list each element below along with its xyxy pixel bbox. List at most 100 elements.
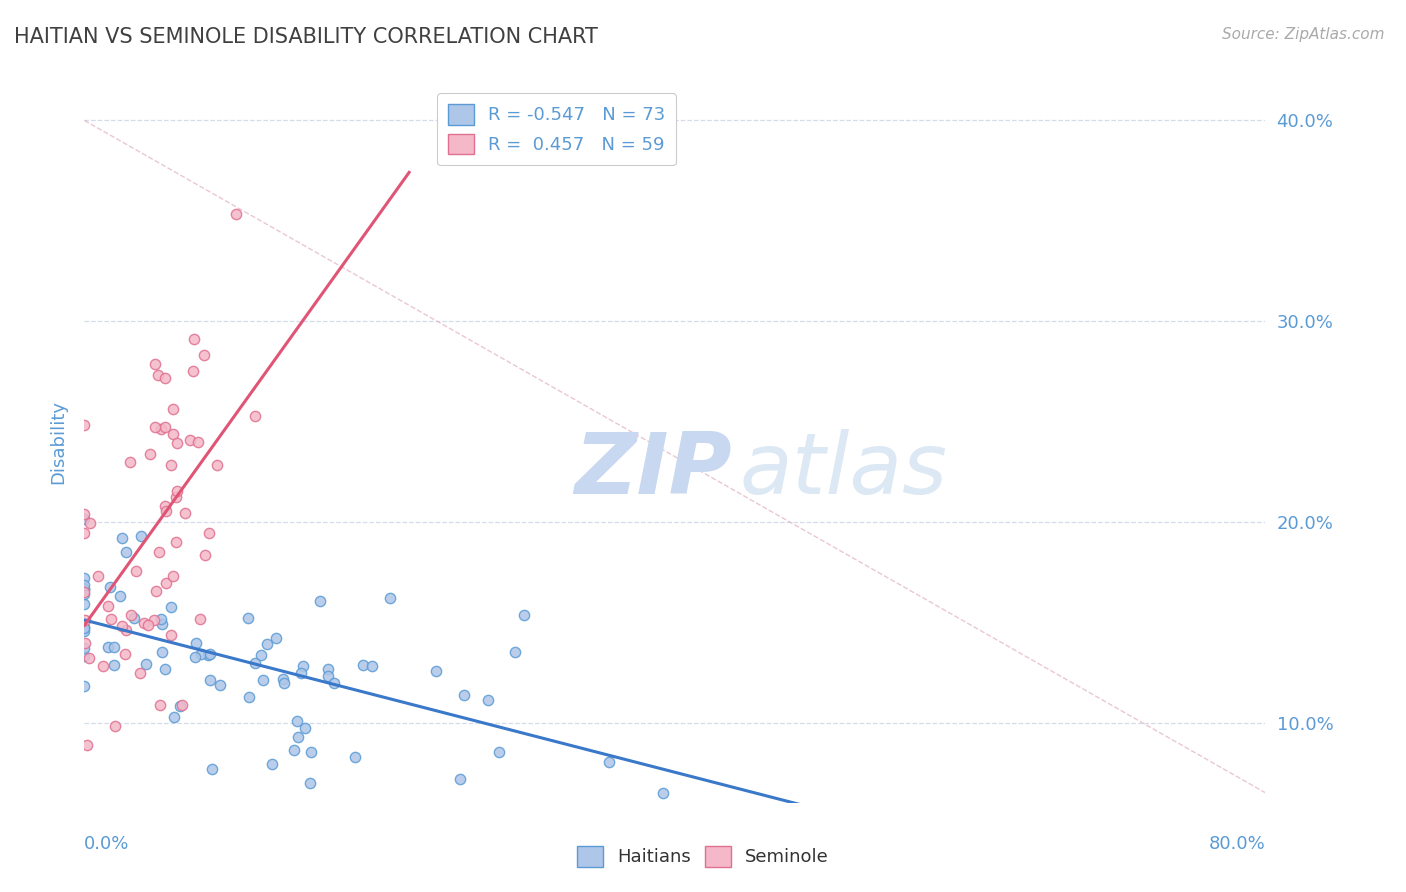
Point (262, 756, 284, 771)
Point (283, 743, 305, 757)
Point (145, 583, 167, 598)
Point (198, 647, 221, 661)
Point (155, 575, 177, 590)
Point (73, 620, 96, 634)
Point (150, 422, 173, 436)
Point (652, 786, 675, 800)
Point (477, 693, 499, 707)
Point (299, 745, 322, 759)
Point (73, 571, 96, 585)
Point (87, 569, 110, 583)
Point (103, 657, 125, 672)
Point (108, 589, 131, 603)
Point (205, 458, 228, 472)
Point (162, 402, 184, 417)
Point (125, 564, 148, 578)
Point (100, 612, 122, 626)
Point (139, 447, 162, 461)
Point (150, 645, 173, 659)
Point (115, 545, 138, 559)
Point (598, 755, 620, 769)
Point (291, 658, 314, 673)
Point (115, 624, 138, 638)
Point (163, 709, 186, 723)
Point (160, 458, 183, 472)
Point (129, 529, 152, 543)
Point (378, 591, 401, 605)
Point (150, 616, 173, 631)
Text: atlas: atlas (740, 429, 948, 512)
Point (77, 651, 100, 665)
Point (98, 580, 121, 594)
Point (298, 776, 321, 790)
Point (122, 611, 145, 625)
Point (73, 679, 96, 693)
Point (160, 599, 183, 614)
Point (129, 666, 152, 681)
Point (271, 673, 294, 687)
Text: HAITIAN VS SEMINOLE DISABILITY CORRELATION CHART: HAITIAN VS SEMINOLE DISABILITY CORRELATI… (14, 27, 598, 46)
Point (208, 678, 231, 692)
Point (238, 690, 260, 704)
Point (73, 578, 96, 592)
Point (198, 673, 221, 687)
Point (449, 772, 471, 787)
Point (73, 640, 96, 655)
Point (148, 545, 170, 559)
Point (453, 688, 475, 702)
Point (73, 649, 96, 664)
Point (513, 608, 536, 623)
Point (181, 363, 204, 377)
Legend: R = -0.547   N = 73, R =  0.457   N = 59: R = -0.547 N = 73, R = 0.457 N = 59 (437, 93, 676, 165)
Point (143, 357, 166, 371)
Point (104, 719, 127, 733)
Point (153, 499, 176, 513)
Point (73, 597, 96, 611)
Legend: Haitians, Seminole: Haitians, Seminole (569, 838, 837, 874)
Point (149, 698, 172, 712)
Point (73, 526, 96, 541)
Point (97, 599, 120, 613)
Point (183, 332, 205, 346)
Point (155, 504, 177, 518)
Point (165, 535, 187, 549)
Point (343, 750, 366, 764)
Point (250, 648, 273, 663)
Point (285, 714, 308, 728)
Point (73, 582, 96, 596)
Point (97, 640, 120, 654)
Point (120, 455, 142, 469)
Point (309, 594, 332, 608)
Point (166, 436, 188, 450)
Point (73, 582, 96, 597)
Point (352, 657, 374, 672)
Point (76, 738, 98, 752)
Point (73, 585, 96, 599)
Point (73, 586, 96, 600)
Point (187, 435, 209, 450)
Point (160, 628, 183, 642)
Point (143, 419, 166, 434)
Point (190, 612, 212, 626)
Point (273, 676, 295, 690)
Point (136, 617, 159, 632)
Point (290, 666, 312, 681)
Point (111, 619, 134, 633)
Point (169, 698, 191, 713)
Point (73, 636, 96, 650)
Point (488, 745, 510, 759)
Point (165, 490, 187, 504)
Point (360, 659, 382, 673)
Point (322, 676, 344, 690)
Text: 0.0%: 0.0% (84, 835, 129, 854)
Point (252, 673, 274, 688)
Point (143, 613, 166, 627)
Point (316, 662, 339, 676)
Point (256, 637, 278, 651)
Point (162, 427, 184, 442)
Point (149, 612, 172, 626)
Point (73, 417, 96, 432)
Point (225, 206, 247, 220)
Point (75, 613, 97, 627)
Point (186, 635, 208, 649)
